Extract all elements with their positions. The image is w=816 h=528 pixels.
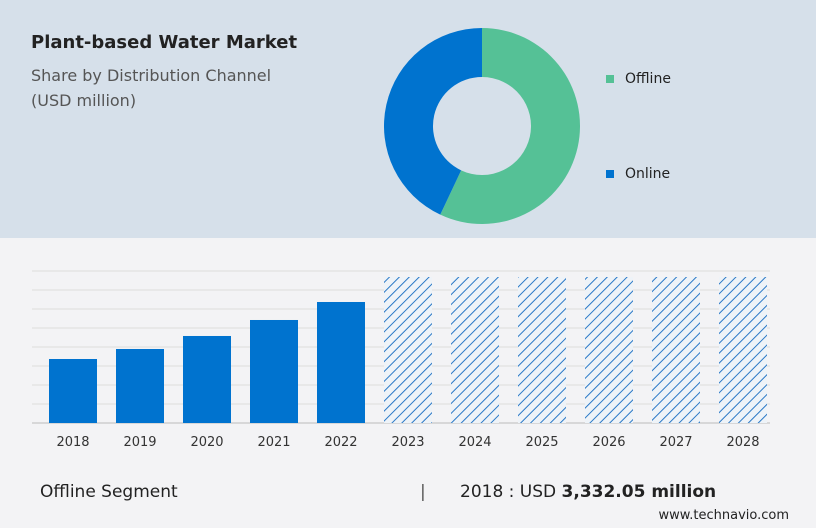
x-tick-label: 2024: [458, 435, 491, 450]
bar-chart: 2018 2019 2020 2021 2022 2023 2024 2025 2026 2027…: [32, 270, 770, 450]
legend-online: Online: [606, 166, 670, 182]
x-tick-label: 2022: [324, 435, 357, 450]
value-text: 3,332.05 million: [561, 482, 717, 502]
x-tick-label: 2020: [190, 435, 223, 450]
chart-subtitle: Share by Distribution Channel (USD millio…: [31, 63, 271, 113]
x-tick-label: 2028: [726, 435, 759, 450]
year-label: 2018 : USD: [460, 482, 562, 502]
x-tick-label: 2026: [592, 435, 625, 450]
bar-2024: [451, 277, 499, 423]
x-tick-label: 2018: [56, 435, 89, 450]
bar-2026: [585, 277, 633, 423]
bar-2023: [384, 277, 432, 423]
site-url: www.technavio.com: [658, 508, 789, 523]
bar-2027: [652, 277, 700, 423]
donut-chart: [384, 28, 580, 224]
bar-2025: [518, 277, 566, 423]
legend-offline: Offline: [606, 71, 671, 87]
chart-title: Plant-based Water Market: [31, 32, 298, 53]
legend-label: Online: [625, 166, 671, 182]
bar-2022: [317, 301, 365, 423]
x-tick-label: 2019: [123, 435, 156, 450]
separator: |: [420, 482, 426, 502]
bar-2021: [250, 319, 298, 423]
segment-value: 2018 : USD 3,332.05 million: [460, 482, 716, 502]
donut-slice-offline: [440, 28, 580, 224]
x-tick-label: 2023: [391, 435, 424, 450]
legend-swatch: [606, 75, 614, 83]
legend-swatch: [606, 170, 614, 178]
legend-label: Offline: [625, 71, 671, 87]
subtitle-unit: (USD million): [31, 91, 137, 110]
bar-2028: [719, 277, 767, 423]
x-tick-label: 2027: [659, 435, 692, 450]
donut-slice-online: [384, 28, 482, 215]
segment-label: Offline Segment: [40, 482, 178, 502]
x-tick-label: 2021: [257, 435, 290, 450]
bar-2020: [183, 335, 231, 423]
bar-2018: [49, 359, 97, 423]
bar-2019: [116, 348, 164, 423]
x-tick-label: 2025: [525, 435, 558, 450]
subtitle-line: Share by Distribution Channel: [31, 66, 272, 85]
